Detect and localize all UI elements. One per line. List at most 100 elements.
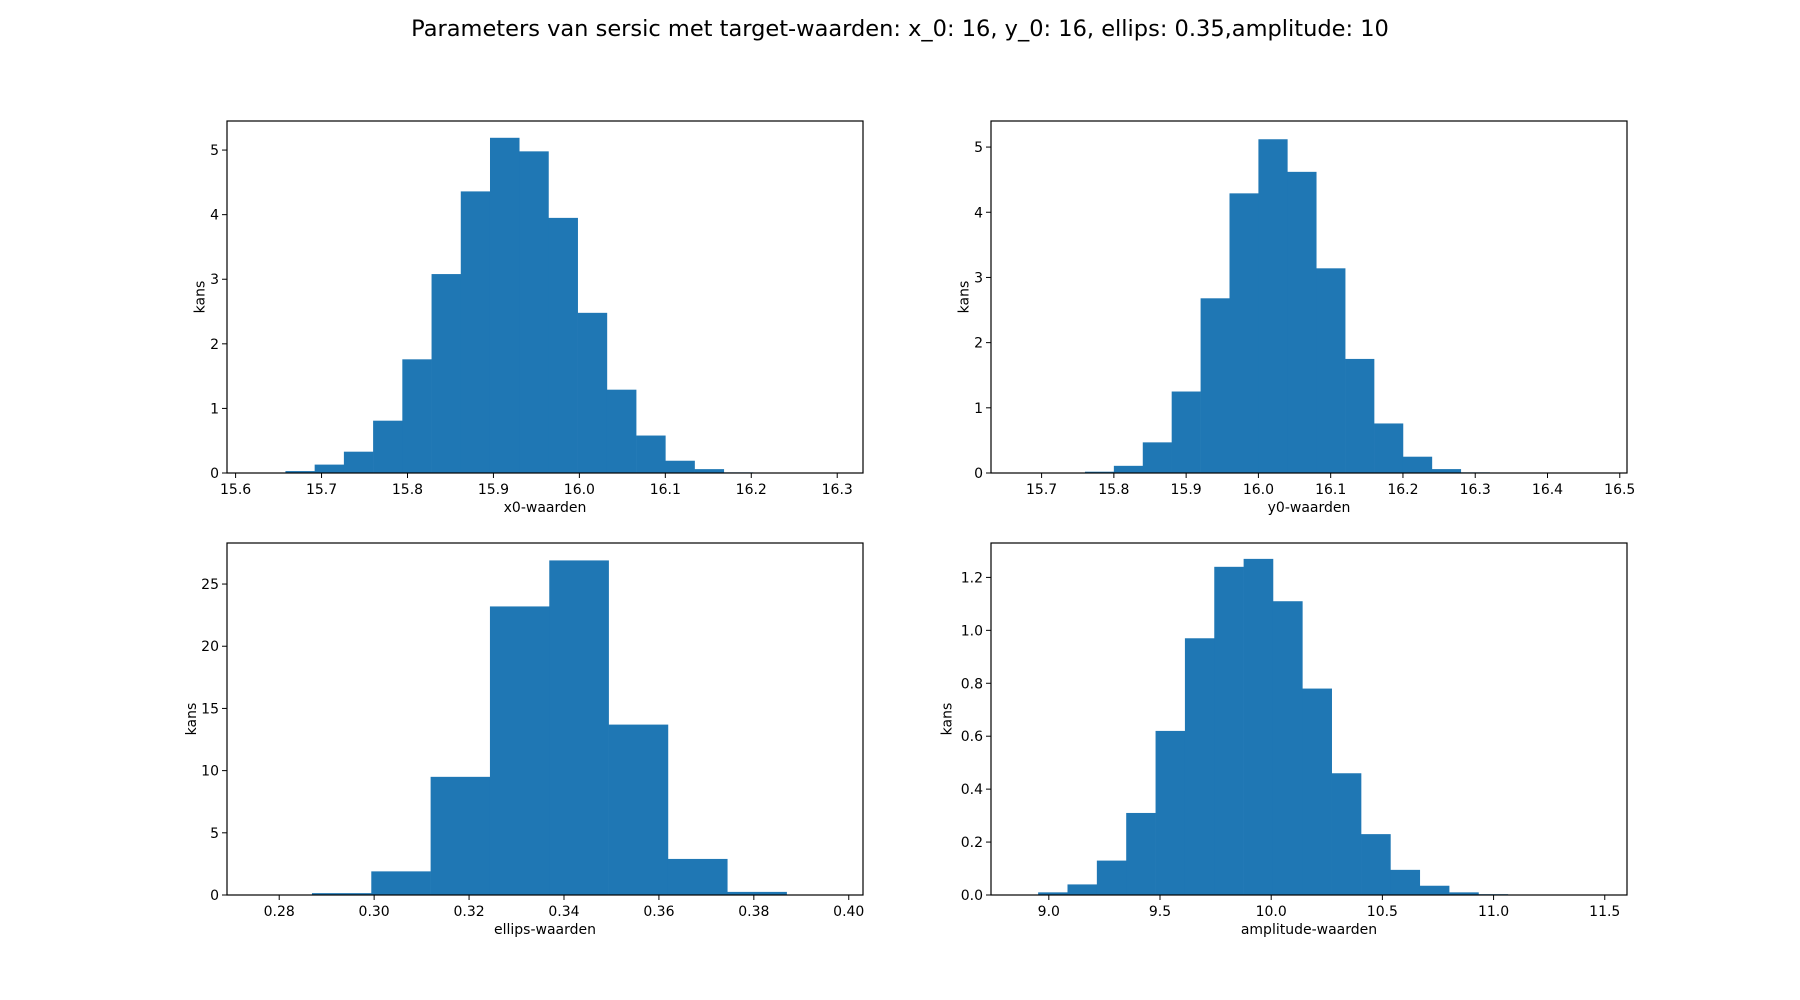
histogram-bar	[1084, 471, 1115, 473]
x-tick-label: 10.5	[1367, 904, 1398, 920]
x-axis-label: amplitude-waarden	[1241, 922, 1377, 938]
y-tick-label: 0.2	[961, 835, 983, 851]
y-axis-label: kans	[957, 281, 973, 314]
histogram-bar	[636, 435, 666, 473]
histogram-bar	[1171, 391, 1201, 473]
histogram-bar	[519, 151, 549, 473]
histogram-bar	[667, 858, 728, 895]
y-tick-label: 1	[210, 401, 219, 417]
histogram-bar	[665, 460, 695, 473]
histogram-bar	[549, 560, 609, 895]
y-tick-label: 10	[201, 764, 219, 780]
histogram-bar	[1361, 834, 1391, 895]
histogram-bar	[1113, 465, 1144, 473]
histogram-bar	[431, 274, 462, 473]
x-tick-label: 16.3	[1460, 482, 1491, 498]
histogram-bar	[727, 891, 787, 895]
histogram-bar	[548, 217, 578, 473]
x-axis-label: ellips-waarden	[494, 922, 596, 938]
subplot-ellips: 0.28 0.30 0.32 0.34 0.36 0.38 0.40 0 5 10 15 20 25 el…	[184, 542, 864, 938]
x-tick-label: 0.30	[359, 904, 390, 920]
histogram-bar	[1184, 638, 1215, 895]
x-tick-label: 11.0	[1478, 904, 1509, 920]
axes-frame	[990, 542, 1628, 896]
y-tick-label: 4	[210, 208, 219, 224]
subplot-x0: 15.6 15.7 15.8 15.9 16.0 16.1 16.2 16.3 0 1 2 3 4 5 x0…	[193, 120, 864, 516]
y-tick-label: 1.2	[961, 570, 983, 586]
histogram-bar	[1243, 558, 1274, 895]
y-tick-label: 0.4	[961, 782, 983, 798]
x-tick-label: 15.6	[220, 482, 251, 498]
x-tick-label: 0.38	[738, 904, 769, 920]
subplot-grid: 15.6 15.7 15.8 15.9 16.0 16.1 16.2 16.3 0 1 2 3 4 5 x0…	[184, 120, 1635, 938]
histogram-bar	[1229, 193, 1259, 473]
y-tick-label: 15	[201, 701, 219, 717]
y-tick-label: 0.6	[961, 729, 983, 745]
x-tick-label: 15.7	[306, 482, 337, 498]
histogram-bar	[577, 312, 608, 473]
y-tick-label: 2	[210, 337, 219, 353]
x-axis-label: x0-waarden	[504, 500, 587, 516]
y-axis-label: kans	[184, 703, 200, 736]
axes-frame	[226, 542, 864, 896]
x-tick-label: 10.0	[1256, 904, 1287, 920]
histogram-bar	[606, 389, 637, 473]
axes-frame	[990, 120, 1628, 474]
x-tick-label: 11.5	[1589, 904, 1620, 920]
histogram-bar	[430, 776, 491, 895]
x-tick-label: 0.36	[643, 904, 674, 920]
y-tick-label: 2	[974, 336, 983, 352]
y-tick-label: 3	[210, 272, 219, 288]
x-tick-label: 16.1	[1315, 482, 1346, 498]
histogram-bar	[1038, 892, 1068, 895]
x-tick-label: 0.28	[264, 904, 295, 920]
x-tick-label: 16.2	[1387, 482, 1418, 498]
histogram-bar	[285, 471, 315, 473]
histogram-bar	[1214, 566, 1244, 895]
histogram-bar	[1200, 298, 1230, 473]
x-tick-label: 16.4	[1532, 482, 1563, 498]
y-tick-label: 25	[201, 577, 219, 593]
x-tick-label: 16.2	[736, 482, 767, 498]
y-tick-label: 5	[210, 143, 219, 159]
histogram-bar	[402, 359, 432, 473]
histogram-bar	[489, 137, 520, 473]
y-tick-label: 0.0	[961, 888, 983, 904]
histogram-bar	[1258, 139, 1288, 474]
x-tick-label: 0.34	[548, 904, 579, 920]
histogram-bar	[608, 724, 669, 895]
x-tick-label: 15.9	[478, 482, 509, 498]
subplot-y0: 15.7 15.8 15.9 16.0 16.1 16.2 16.3 16.4 16.5 0 1 2 3…	[957, 120, 1635, 516]
figure-title: Parameters van sersic met target-waarden…	[411, 16, 1389, 42]
histogram-bar	[460, 191, 491, 473]
y-axis-label: kans	[193, 281, 209, 314]
x-tick-label: 0.40	[833, 904, 864, 920]
y-tick-label: 0.8	[961, 676, 983, 692]
x-tick-label: 15.8	[1098, 482, 1129, 498]
axes-frame	[226, 120, 864, 474]
histogram-bar	[694, 469, 725, 473]
y-tick-label: 1.0	[961, 623, 983, 639]
y-tick-label: 0	[974, 466, 983, 482]
histogram-bar	[314, 464, 345, 473]
histogram-bar	[311, 893, 372, 895]
histogram-bar	[1374, 423, 1404, 473]
y-tick-label: 20	[201, 639, 219, 655]
x-tick-label: 15.7	[1026, 482, 1057, 498]
histogram-bar	[1126, 812, 1156, 895]
histogram-bar	[1155, 730, 1186, 895]
histogram-bar	[489, 606, 550, 895]
histogram-bar	[1419, 885, 1450, 895]
x-tick-label: 16.1	[650, 482, 681, 498]
y-tick-label: 0	[210, 466, 219, 482]
histogram-bar	[1316, 268, 1346, 473]
x-tick-label: 9.5	[1149, 904, 1171, 920]
histogram-bar	[1142, 442, 1172, 473]
x-tick-label: 16.3	[822, 482, 853, 498]
x-tick-label: 9.0	[1038, 904, 1060, 920]
x-tick-label: 16.0	[564, 482, 595, 498]
y-tick-label: 5	[210, 826, 219, 842]
subplot-amplitude: 9.0 9.5 10.0 10.5 11.0 11.5 0.0 0.2 0.4 0.6 0.8 1.0…	[940, 542, 1628, 938]
x-tick-label: 15.8	[392, 482, 423, 498]
